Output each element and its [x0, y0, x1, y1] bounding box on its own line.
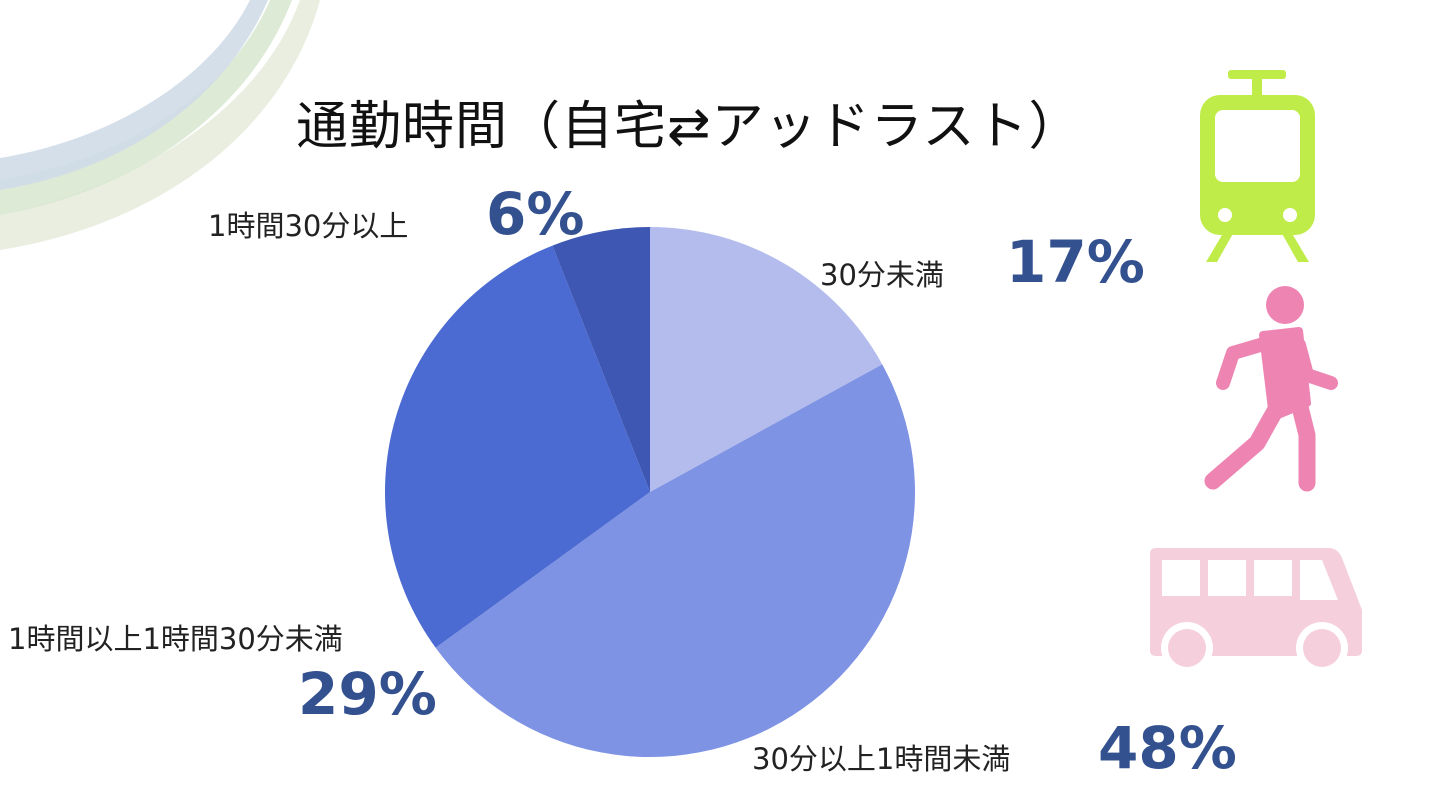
pie-slice-over-1h30: [552, 227, 650, 492]
decorative-swoosh: [0, 0, 320, 250]
slice-value-1h-to-1h30: 29%: [298, 660, 437, 728]
pie-slice-under-30min: [650, 227, 883, 492]
slice-label-over-1h30: 1時間30分以上: [208, 209, 409, 243]
pie-slice-30min-to-1h: [435, 364, 916, 758]
walking-person-icon: [1204, 286, 1338, 492]
slice-label-1h-to-1h30: 1時間以上1時間30分未満: [8, 622, 343, 656]
slice-value-under-30min: 17%: [1006, 228, 1145, 296]
slice-value-30min-to-1h: 48%: [1098, 714, 1237, 782]
pie-slice-1h-to-1h30: [384, 245, 650, 648]
pie-chart: [384, 227, 916, 758]
slice-value-over-1h30: 6%: [486, 180, 585, 248]
chart-title: 通勤時間（自宅⇄アッドラスト）: [296, 97, 1082, 157]
bus-icon: [1150, 548, 1362, 673]
slice-label-30min-to-1h: 30分以上1時間未満: [752, 742, 1011, 776]
tram-icon: [1200, 70, 1315, 262]
slice-label-under-30min: 30分未満: [820, 258, 944, 292]
